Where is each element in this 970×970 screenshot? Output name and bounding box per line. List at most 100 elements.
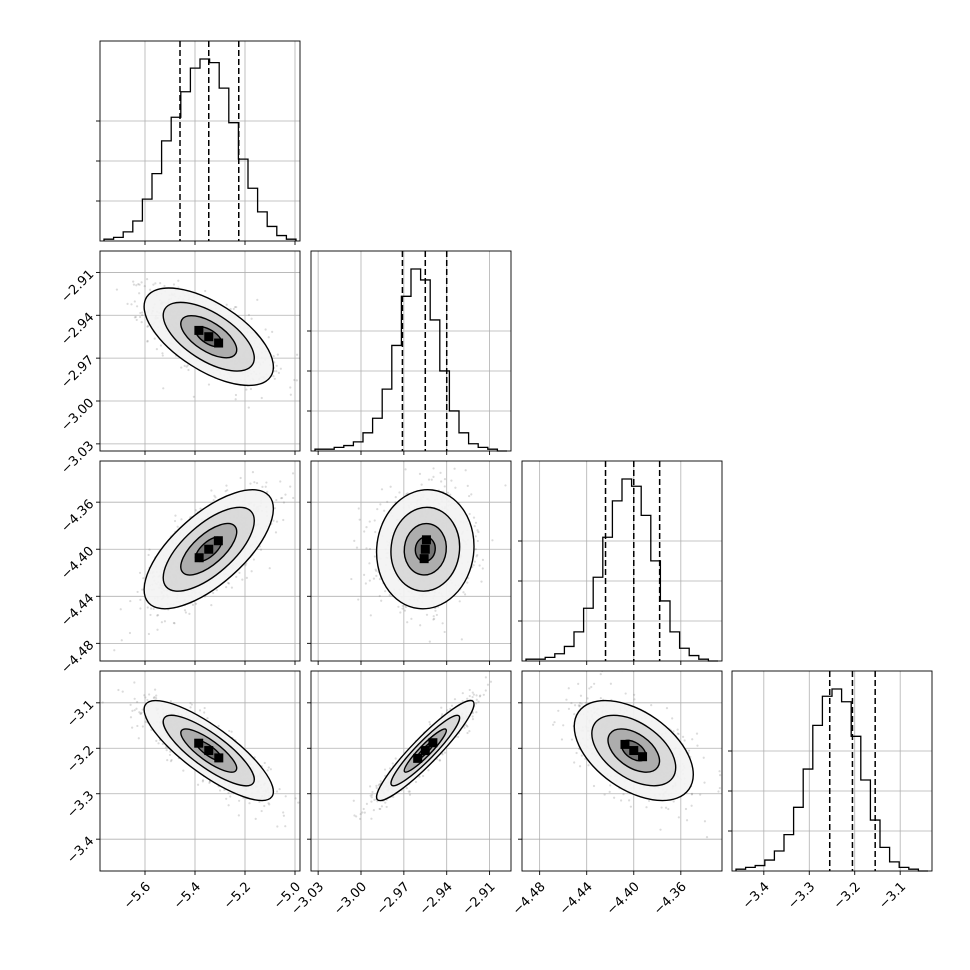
sample-point bbox=[192, 395, 195, 398]
sample-point bbox=[134, 315, 137, 319]
sample-point bbox=[147, 632, 150, 636]
contour-inner bbox=[403, 522, 448, 576]
sample-point bbox=[189, 701, 192, 705]
sample-point bbox=[225, 303, 228, 306]
sample-point bbox=[443, 478, 447, 481]
sample-point bbox=[473, 525, 476, 528]
sample-point bbox=[117, 688, 120, 692]
sample-point bbox=[427, 769, 430, 772]
x-tick-label: −5.6 bbox=[121, 879, 154, 912]
sample-point bbox=[183, 609, 187, 612]
sample-point bbox=[215, 589, 218, 592]
sample-point bbox=[279, 480, 282, 483]
sample-point bbox=[275, 364, 278, 367]
sample-point bbox=[229, 795, 232, 798]
sample-point bbox=[380, 599, 383, 602]
sample-point bbox=[144, 696, 147, 699]
sample-point bbox=[138, 283, 141, 286]
sample-point bbox=[194, 602, 198, 605]
sample-point bbox=[235, 305, 238, 309]
sample-point bbox=[227, 804, 230, 807]
sample-point bbox=[355, 546, 359, 549]
density-peak bbox=[204, 746, 214, 756]
sample-point bbox=[159, 344, 163, 347]
density-layer bbox=[350, 467, 507, 643]
sample-point bbox=[184, 611, 188, 614]
sample-point bbox=[378, 578, 382, 581]
sample-point bbox=[359, 812, 362, 816]
sample-point bbox=[153, 688, 157, 691]
sample-point bbox=[196, 783, 200, 786]
sample-point bbox=[295, 379, 298, 382]
sample-point bbox=[474, 535, 477, 538]
sample-point bbox=[161, 742, 164, 746]
sample-point bbox=[252, 558, 256, 561]
sample-point bbox=[140, 711, 143, 714]
sample-point bbox=[380, 805, 384, 808]
sample-point bbox=[289, 393, 292, 396]
sample-point bbox=[203, 706, 206, 710]
sample-point bbox=[384, 590, 387, 593]
sample-point bbox=[404, 605, 408, 609]
sample-point bbox=[266, 769, 269, 772]
sample-point bbox=[169, 700, 172, 703]
sample-point bbox=[135, 305, 139, 308]
y-tick-label: −3.4 bbox=[64, 834, 97, 867]
sample-point bbox=[276, 825, 279, 828]
sample-point bbox=[217, 724, 220, 728]
sample-point bbox=[139, 598, 142, 601]
sample-point bbox=[244, 564, 247, 567]
sample-point bbox=[170, 758, 173, 762]
sample-point bbox=[453, 698, 457, 701]
sample-point bbox=[406, 621, 409, 624]
contour-outer bbox=[143, 489, 275, 610]
sample-point bbox=[274, 531, 278, 534]
sample-point bbox=[468, 729, 471, 733]
sample-point bbox=[139, 607, 142, 610]
sample-point bbox=[282, 518, 285, 522]
sample-point bbox=[481, 567, 484, 570]
sample-point bbox=[466, 725, 469, 728]
sample-point bbox=[165, 746, 168, 749]
sample-point bbox=[256, 298, 259, 301]
sample-point bbox=[389, 485, 392, 488]
sample-point bbox=[471, 691, 474, 694]
sample-point bbox=[165, 749, 168, 752]
sample-point bbox=[404, 468, 407, 471]
y-tick-label: −2.97 bbox=[59, 353, 98, 392]
panel-frame bbox=[99, 250, 301, 452]
sample-point bbox=[410, 617, 413, 620]
sample-point bbox=[277, 371, 280, 375]
sample-point bbox=[146, 606, 149, 609]
sample-point bbox=[504, 484, 507, 487]
sample-point bbox=[435, 613, 438, 617]
sample-point bbox=[419, 624, 422, 627]
sample-point bbox=[129, 599, 132, 603]
sample-point bbox=[139, 311, 142, 315]
y-tick-label: −3.1 bbox=[64, 698, 97, 731]
sample-point bbox=[207, 383, 211, 386]
sample-point bbox=[218, 789, 222, 792]
sample-point bbox=[278, 788, 281, 791]
sample-point bbox=[353, 539, 356, 542]
sample-point bbox=[365, 526, 368, 529]
sample-point bbox=[188, 612, 191, 615]
sample-point bbox=[284, 493, 287, 496]
sample-point bbox=[155, 739, 158, 742]
sample-point bbox=[230, 586, 234, 589]
sample-point bbox=[403, 609, 407, 612]
sample-point bbox=[210, 604, 213, 607]
density-peak bbox=[204, 332, 214, 342]
sample-point bbox=[282, 811, 285, 814]
sample-point bbox=[378, 594, 381, 598]
sample-point bbox=[159, 282, 162, 285]
sample-point bbox=[233, 305, 237, 309]
sample-point bbox=[460, 638, 463, 641]
sample-point bbox=[388, 594, 391, 597]
sample-point bbox=[155, 694, 158, 697]
y-tick-label: −2.91 bbox=[59, 267, 98, 306]
sample-point bbox=[186, 364, 189, 367]
sample-point bbox=[152, 607, 155, 611]
sample-point bbox=[133, 300, 136, 303]
sample-point bbox=[136, 700, 139, 704]
